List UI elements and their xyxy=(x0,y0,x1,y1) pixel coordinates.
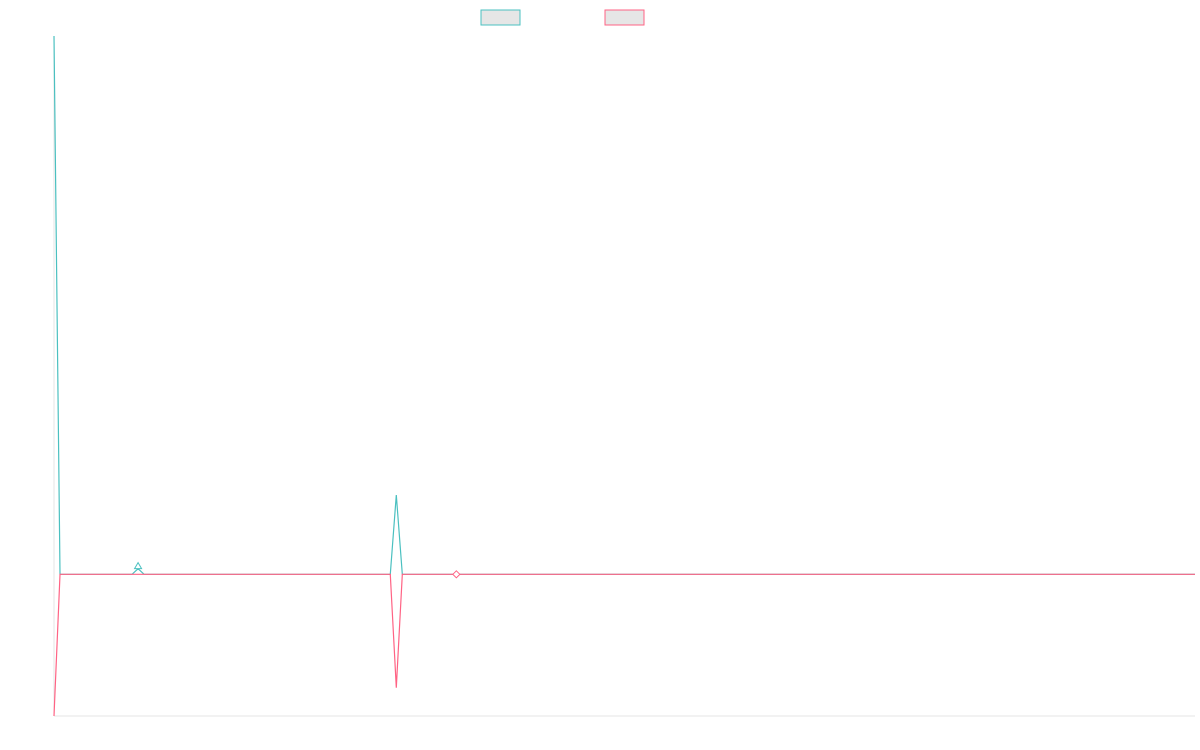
axes xyxy=(53,36,1195,717)
legend-swatch-2[interactable] xyxy=(604,9,645,26)
series-layer xyxy=(53,35,1195,717)
legend[interactable] xyxy=(480,9,645,26)
point-marker-2[interactable] xyxy=(452,570,461,579)
series-line-2 xyxy=(53,573,1195,717)
legend-swatch-1[interactable] xyxy=(480,9,521,26)
point-marker-1[interactable] xyxy=(133,561,143,570)
marker-layer xyxy=(133,561,461,579)
series-line-1 xyxy=(53,35,1195,575)
